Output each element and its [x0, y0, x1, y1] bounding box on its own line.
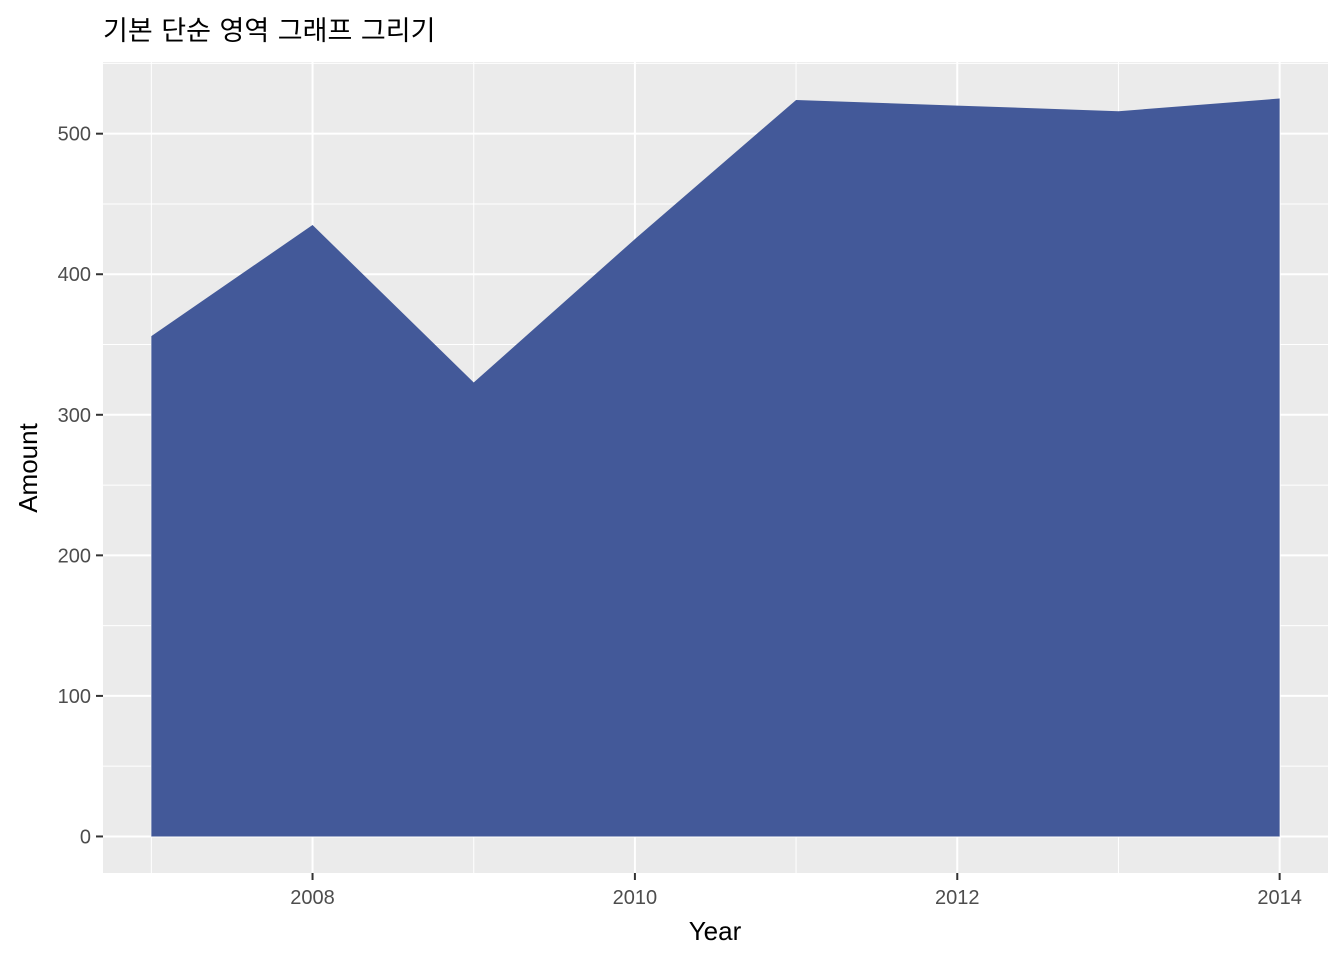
chart-title: 기본 단순 영역 그래프 그리기	[103, 16, 435, 47]
y-tick-label: 0	[80, 826, 91, 848]
area-fill	[151, 98, 1280, 837]
y-axis-title: Amount	[13, 422, 43, 512]
y-tick-label: 400	[58, 264, 91, 286]
y-tick-label: 200	[58, 545, 91, 567]
x-tick-label: 2008	[290, 887, 335, 909]
x-axis-title: Year	[689, 916, 742, 946]
y-tick-label: 100	[58, 686, 91, 708]
x-tick-label: 2014	[1257, 887, 1302, 909]
y-tick-label: 500	[58, 124, 91, 146]
area-series	[151, 98, 1280, 837]
x-tick-label: 2010	[613, 887, 658, 909]
y-tick-label: 300	[58, 405, 91, 427]
axes: 0 100 200 300 400 500 2008 2010 2012 2014	[58, 124, 1302, 909]
x-tick-label: 2012	[935, 887, 980, 909]
